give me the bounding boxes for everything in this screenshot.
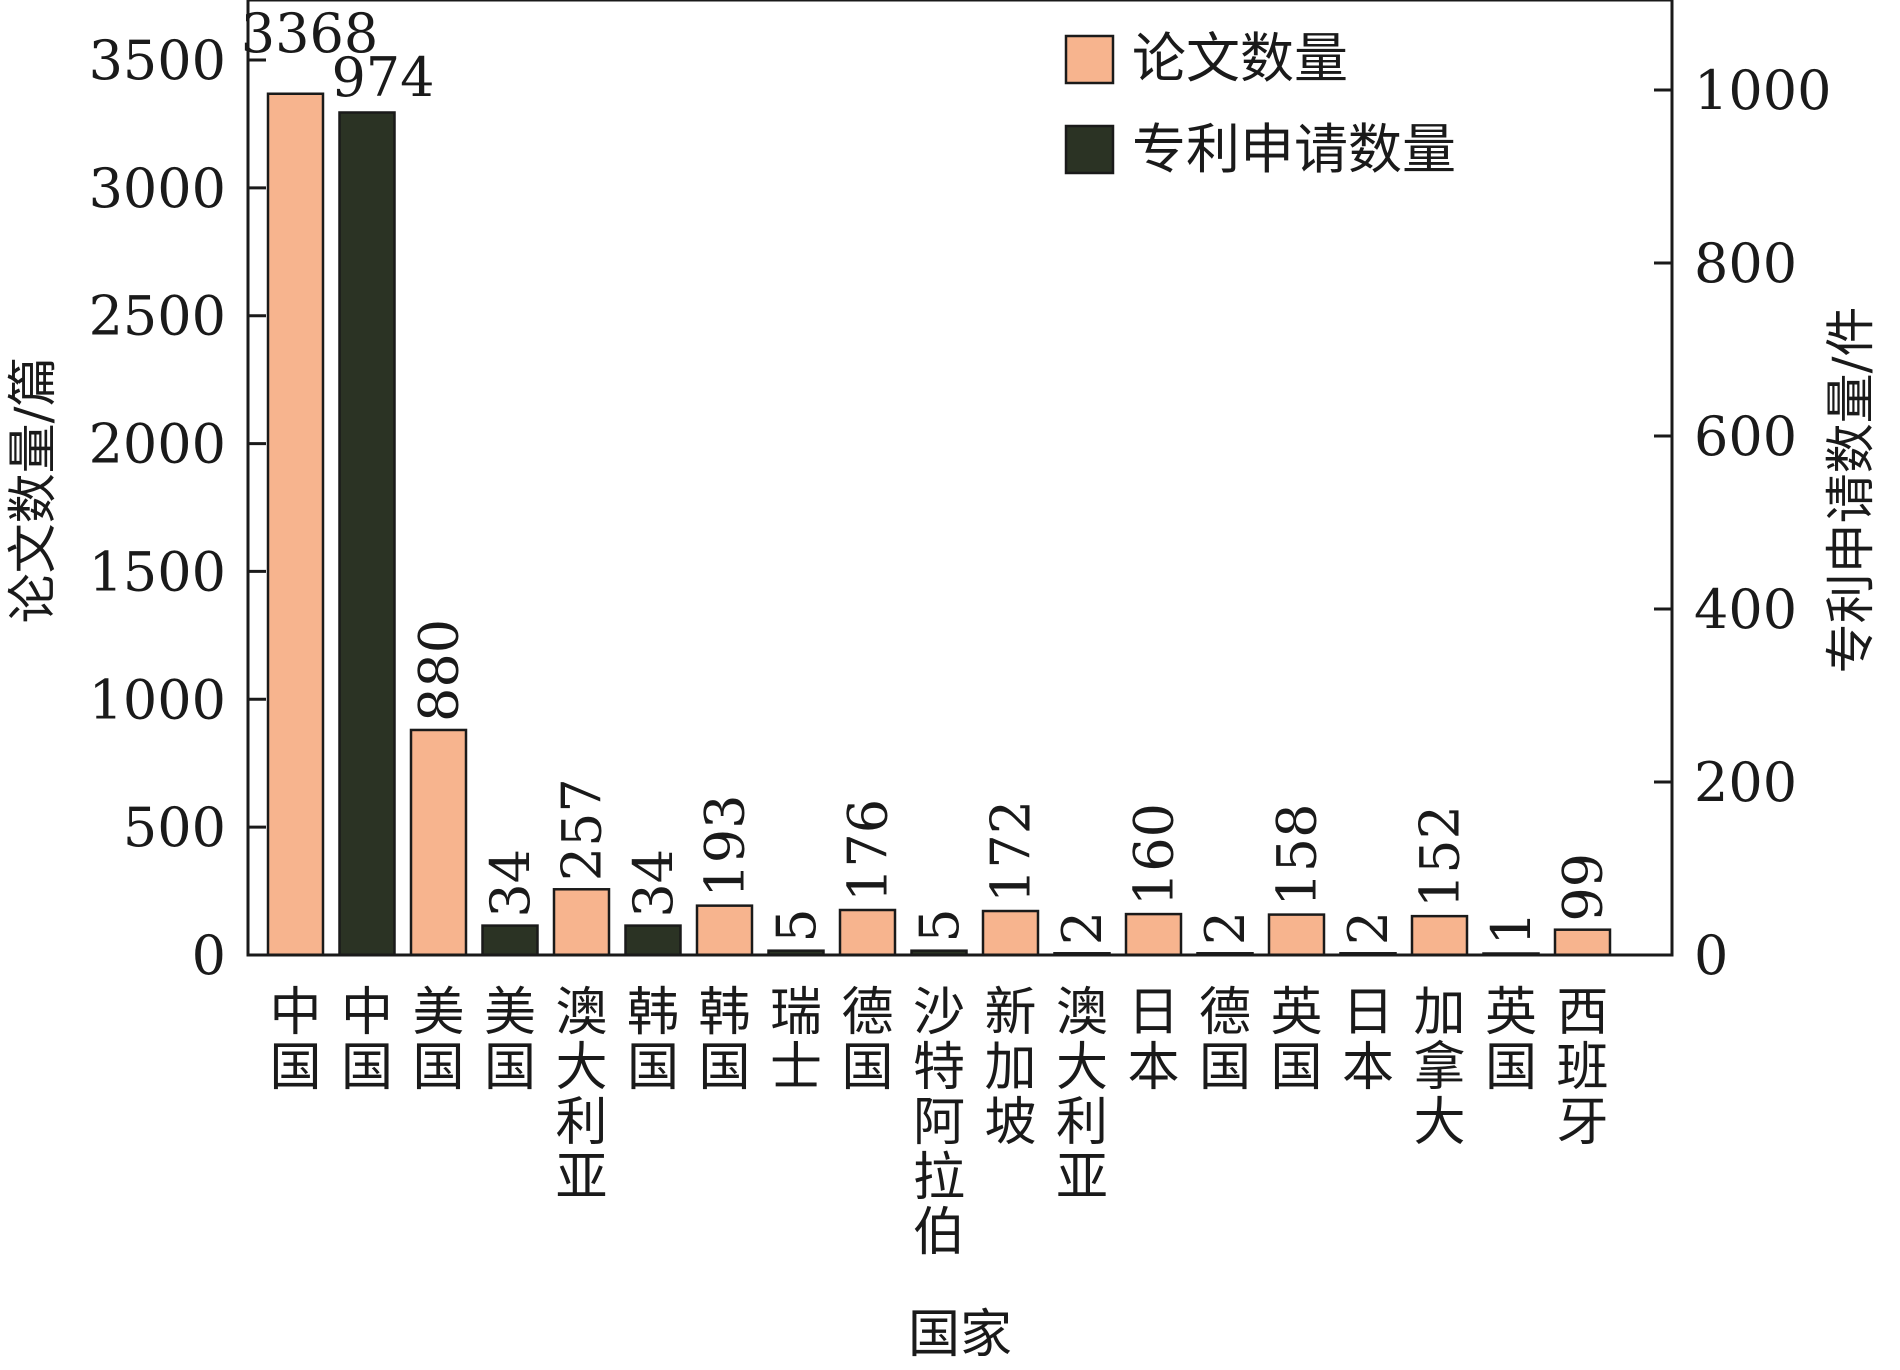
patent-value-label: 5	[765, 908, 828, 942]
right-tick-label: 200	[1694, 751, 1797, 814]
left-tick-label: 2000	[89, 413, 226, 476]
category-label: 日本	[1127, 983, 1179, 1098]
patent-value-label: 974	[331, 46, 434, 109]
paper-value-label: 99	[1552, 853, 1615, 922]
paper-value-label: 3368	[241, 2, 378, 65]
patent-value-label: 1	[1480, 911, 1543, 945]
category-label: 德国	[841, 983, 893, 1098]
left-tick-label: 500	[123, 796, 226, 859]
patent-value-label: 2	[1051, 911, 1114, 945]
patent-value-label: 2	[1337, 911, 1400, 945]
x-axis-label: 国家	[908, 1305, 1012, 1365]
legend-label-paper: 论文数量	[1132, 27, 1348, 90]
paper-bar	[409, 728, 468, 957]
paper-value-label: 193	[694, 795, 757, 898]
legend: 论文数量 专利申请数量	[1064, 27, 1456, 181]
left-tick-label: 1500	[89, 540, 226, 603]
category-label: 中国	[269, 983, 321, 1098]
category-label: 沙特阿拉伯	[913, 983, 965, 1263]
left-tick-label: 0	[192, 924, 226, 987]
category-label: 瑞士	[770, 983, 822, 1098]
y-axis-right-label: 专利申请数量/件	[1822, 307, 1880, 674]
patent-bar	[338, 111, 396, 957]
category-label: 西班牙	[1556, 983, 1608, 1153]
paper-bar	[1553, 928, 1612, 957]
left-tick-label: 3000	[89, 157, 226, 220]
category-label: 加拿大	[1413, 983, 1465, 1153]
patent-bar	[481, 924, 539, 957]
right-axis: 0 200 400 600 800 1000	[1654, 59, 1831, 987]
paper-value-label: 158	[1266, 804, 1329, 907]
category-label: 韩国	[698, 983, 750, 1098]
paper-bar	[695, 904, 754, 957]
paper-value-label: 176	[837, 799, 900, 902]
patent-value-label: 34	[622, 849, 685, 918]
paper-bar	[981, 909, 1040, 957]
bars-layer	[266, 92, 1612, 957]
left-tick-label: 3500	[89, 29, 226, 92]
y-axis-left-label: 论文数量/篇	[4, 357, 62, 624]
category-label: 新加坡	[984, 983, 1036, 1153]
category-label: 中国	[341, 983, 393, 1098]
left-axis: 0 500 1000 1500 2000 2500 3000 3500	[89, 29, 266, 987]
patent-value-label: 2	[1194, 911, 1257, 945]
category-label: 澳大利亚	[1056, 983, 1108, 1208]
category-label: 美国	[412, 983, 464, 1098]
paper-bar	[1124, 912, 1183, 957]
patent-value-label: 34	[479, 849, 542, 918]
plot-frame	[246, 0, 1674, 957]
paper-value-label: 880	[408, 619, 471, 722]
patent-value-label: 5	[908, 908, 971, 942]
paper-bar	[838, 908, 897, 957]
right-tick-label: 0	[1694, 924, 1728, 987]
paper-value-label: 160	[1123, 803, 1186, 906]
category-label: 英国	[1270, 983, 1322, 1098]
paper-value-label: 152	[1409, 805, 1472, 908]
category-label: 德国	[1199, 983, 1251, 1098]
right-tick-label: 1000	[1694, 59, 1831, 122]
right-tick-label: 400	[1694, 578, 1797, 641]
right-tick-label: 800	[1694, 232, 1797, 295]
paper-value-label: 257	[551, 778, 614, 881]
paper-bar	[1267, 913, 1326, 957]
left-tick-label: 1000	[89, 668, 226, 731]
legend-label-patent: 专利申请数量	[1132, 118, 1456, 181]
paper-bar	[552, 888, 611, 957]
category-label: 日本	[1342, 983, 1394, 1098]
category-label: 韩国	[627, 983, 679, 1098]
paper-value-label: 172	[980, 800, 1043, 903]
category-label: 美国	[484, 983, 536, 1098]
patent-bar	[624, 924, 682, 957]
paper-bar	[1410, 914, 1469, 957]
category-label: 澳大利亚	[555, 983, 607, 1208]
legend-swatch-patent	[1064, 124, 1115, 175]
category-label: 英国	[1485, 983, 1537, 1098]
right-tick-label: 600	[1694, 405, 1797, 468]
left-tick-label: 2500	[89, 285, 226, 348]
x-axis: 中国中国美国美国澳大利亚韩国韩国瑞士德国沙特阿拉伯新加坡澳大利亚日本德国英国日本…	[269, 983, 1608, 1263]
legend-swatch-paper	[1064, 34, 1115, 85]
paper-bar	[266, 92, 325, 957]
